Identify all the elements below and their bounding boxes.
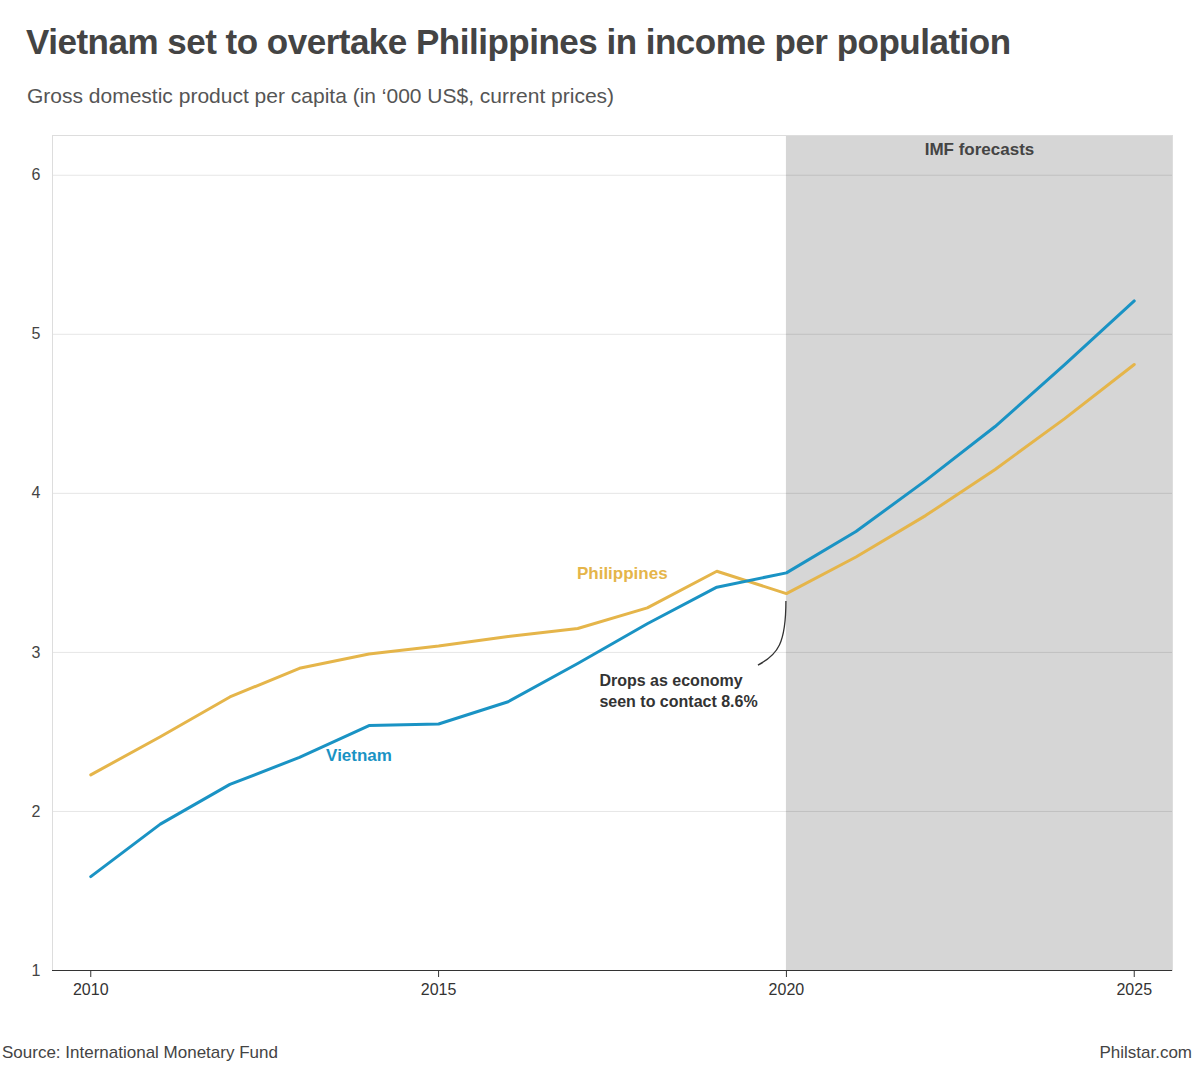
svg-text:4: 4	[32, 484, 41, 501]
html-text:Gross domestic product per cap: Gross domestic product per capita (in ‘0…	[27, 84, 615, 107]
svg-text:2010: 2010	[73, 981, 109, 998]
svg-text:Drops as economyseen to contac: Drops as economyseen to contact 8.6%	[599, 672, 757, 711]
svg-text:IMF forecasts: IMF forecasts	[925, 140, 1035, 159]
svg-text:2015: 2015	[421, 981, 457, 998]
svg-text:2025: 2025	[1116, 981, 1152, 998]
svg-text:3: 3	[32, 644, 41, 661]
html-text:Source: International Monetary: Source: International Monetary Fund	[2, 1043, 278, 1062]
svg-text:5: 5	[32, 325, 41, 342]
svg-text:Philippines: Philippines	[577, 564, 668, 583]
html-text:Philstar.com: Philstar.com	[1099, 1043, 1192, 1062]
svg-text:2020: 2020	[769, 981, 805, 998]
svg-text:2: 2	[32, 803, 41, 820]
svg-text:Vietnam: Vietnam	[326, 746, 392, 765]
svg-text:1: 1	[32, 962, 41, 979]
html-text:Vietnam set to overtake Philip: Vietnam set to overtake Philippines in i…	[26, 22, 1011, 61]
svg-text:6: 6	[32, 166, 41, 183]
